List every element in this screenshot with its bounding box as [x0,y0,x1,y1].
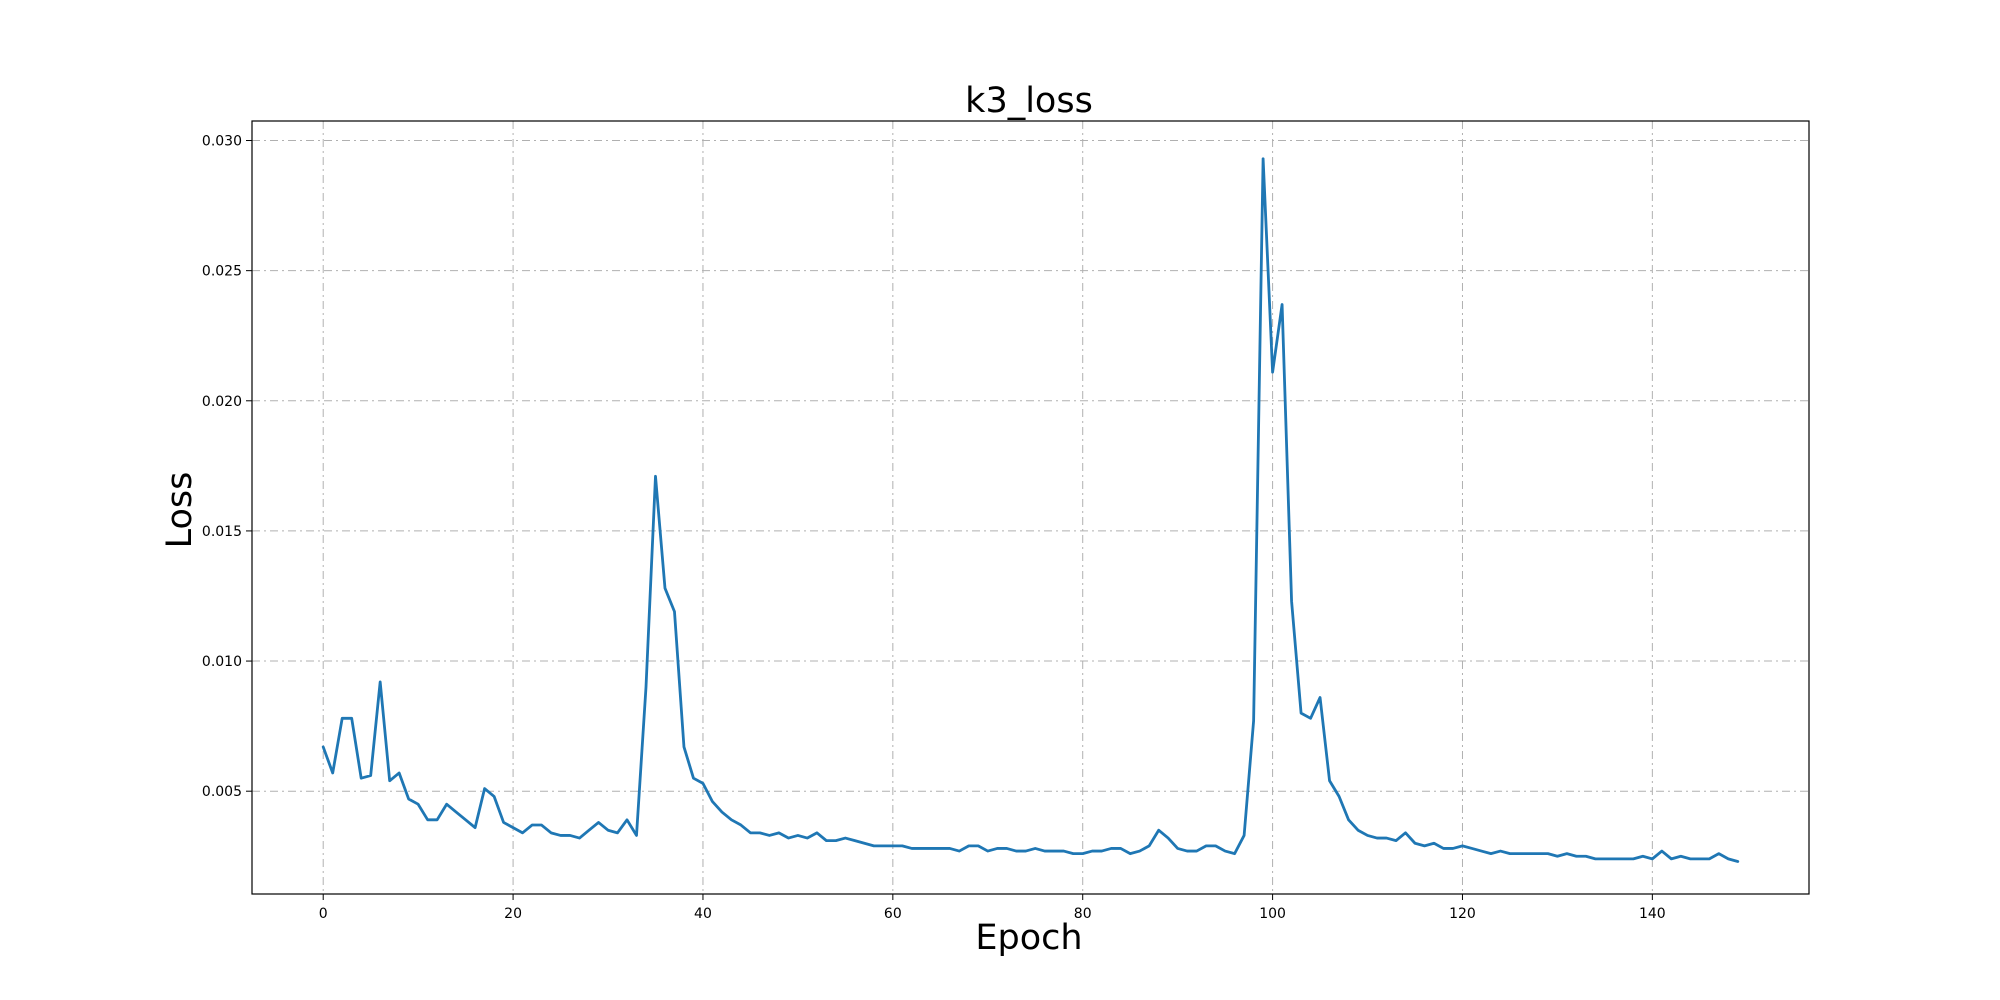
x-tick-label: 40 [694,906,712,922]
loss-series-line [321,157,1740,863]
y-tick-label: 0.010 [202,654,242,670]
x-axis-title: Epoch [975,918,1082,958]
y-tick-label: 0.005 [202,784,242,800]
y-axis-title: Loss [160,472,200,549]
grid-layer [252,121,1809,894]
x-tick-label: 80 [1074,906,1092,922]
y-tick-label: 0.015 [202,524,242,540]
y-tick-label: 0.025 [202,264,242,280]
x-tick-label: 60 [884,906,902,922]
x-tick-label: 120 [1449,906,1476,922]
x-tick-label: 20 [504,906,522,922]
y-tick-label: 0.030 [202,134,242,150]
x-tick-label: 100 [1259,906,1286,922]
x-tick-label: 140 [1639,906,1666,922]
chart-title: k3_loss [965,81,1093,121]
x-tick-label: 0 [319,906,328,922]
series-layer [321,157,1740,863]
y-tick-label: 0.020 [202,394,242,410]
tick-layer: 0 20 40 60 80 100 120 140 0.005 0.010 0.015 0.020 0.… [202,134,1666,922]
plot-frame [251,120,1810,895]
